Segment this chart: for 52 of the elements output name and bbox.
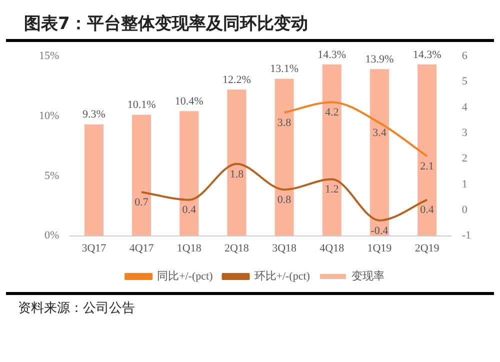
- y2-tick-label: 3: [462, 126, 468, 139]
- y2-tick-label: 4: [462, 101, 468, 114]
- x-tick-label: 3Q18: [272, 242, 298, 254]
- data-label: 12.2%: [222, 74, 251, 86]
- bar: [84, 124, 104, 236]
- bar: [227, 90, 246, 236]
- text: 资料来源：公司公告: [17, 300, 136, 317]
- y-tick-label: 5%: [44, 170, 60, 182]
- x-tick-label: 1Q18: [176, 242, 202, 254]
- y-tick-label: 15%: [38, 50, 60, 62]
- x-tick-label: 2Q18: [224, 242, 250, 254]
- bar: [274, 78, 294, 236]
- data-label: 14.3%: [318, 48, 346, 61]
- bar: [180, 111, 199, 236]
- legend-label: 变现率: [351, 269, 384, 282]
- bar: [132, 114, 152, 236]
- y2-tick-label: 6: [462, 50, 468, 62]
- data-label: 13.1%: [270, 63, 299, 76]
- data-label: 14.3%: [412, 48, 442, 61]
- y-tick-label: 10%: [38, 110, 60, 122]
- data-label: 10.4%: [174, 96, 204, 108]
- x-tick-label: 3Q17: [82, 242, 107, 254]
- y-tick-label: 0%: [44, 230, 60, 242]
- data-label: 0.4: [420, 204, 434, 216]
- chart-title: 图表7：平台整体变现率及同环比变动: [6, 0, 494, 42]
- data-label: 3.4: [372, 127, 387, 140]
- y2-tick-label: 0: [462, 204, 468, 216]
- y2-tick-label: -1: [462, 230, 472, 242]
- data-label: 1.2: [325, 184, 339, 196]
- data-label: 4.2: [325, 106, 339, 119]
- data-label: 2.1: [420, 160, 434, 173]
- data-label: 3.8: [277, 116, 292, 129]
- data-label: 9.3%: [82, 108, 106, 121]
- data-label: 13.9%: [365, 54, 394, 66]
- x-tick-label: 1Q19: [367, 242, 392, 254]
- y2-tick-label: 2: [462, 152, 468, 165]
- y2-tick-label: 1: [462, 178, 468, 190]
- data-label: 0.7: [134, 196, 149, 209]
- x-tick-label: 4Q17: [129, 242, 154, 254]
- bar: [370, 69, 389, 236]
- legend-label: 同比+/-(pct): [157, 269, 214, 282]
- data-label: 10.1%: [127, 99, 156, 112]
- data-label: 0.4: [182, 204, 196, 216]
- data-label: -0.4: [370, 224, 389, 237]
- data-label: 0.8: [277, 194, 292, 206]
- y2-tick-label: 5: [462, 76, 468, 88]
- x-tick-label: 2Q19: [414, 242, 440, 254]
- x-tick-label: 4Q18: [320, 242, 345, 254]
- bar: [418, 64, 437, 236]
- legend-label: 环比+/-(pct): [254, 269, 310, 282]
- data-label: 1.8: [230, 168, 244, 180]
- bar: [322, 64, 342, 236]
